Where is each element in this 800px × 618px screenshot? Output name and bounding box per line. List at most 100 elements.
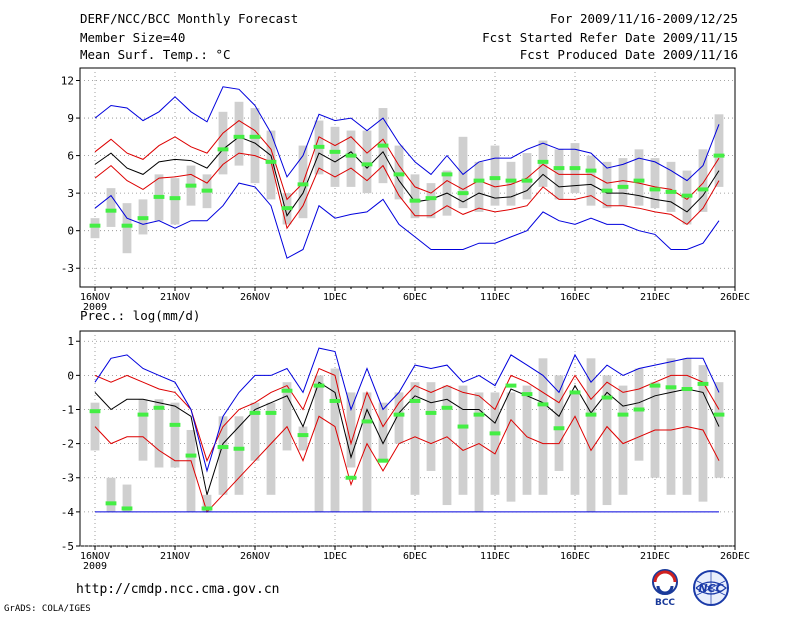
- median-marker: [361, 162, 373, 167]
- ensemble-bar: [602, 161, 612, 209]
- ensemble-bar: [266, 130, 276, 200]
- source-url[interactable]: http://cmdp.ncc.cma.gov.cn: [76, 582, 280, 597]
- median-marker: [409, 198, 421, 203]
- produced-date: Fcst Produced Date 2009/11/16: [519, 47, 738, 62]
- series-line-inner-lower: [94, 152, 720, 230]
- ensemble-bar: [426, 382, 436, 471]
- ensemble-bar: [330, 368, 340, 512]
- ensemble-bar: [346, 130, 356, 187]
- median-marker: [393, 172, 405, 177]
- grads-credit: GrADS: COLA/IGES: [4, 604, 91, 614]
- series-line-mean: [94, 381, 720, 495]
- y-tick-label: 12: [61, 75, 74, 88]
- median-marker: [137, 412, 149, 417]
- median-marker: [281, 206, 293, 211]
- plot-frame: [79, 330, 736, 547]
- y-tick-label: 0: [67, 225, 74, 238]
- ensemble-bar: [154, 399, 164, 468]
- ensemble-bar: [90, 218, 100, 239]
- median-marker: [441, 172, 453, 177]
- ensemble-bar: [106, 477, 116, 512]
- forecast-period: For 2009/11/16-2009/12/25: [549, 11, 738, 26]
- y-tick-label: -3: [61, 262, 74, 275]
- median-marker: [665, 385, 677, 390]
- median-marker: [297, 433, 309, 438]
- median-marker: [617, 184, 629, 189]
- median-marker: [377, 143, 389, 148]
- median-marker: [505, 178, 517, 183]
- median-marker: [169, 422, 181, 427]
- median-marker: [457, 191, 469, 196]
- x-tick-sublabel: 2009: [83, 302, 107, 313]
- ensemble-bar: [554, 375, 564, 471]
- x-tick-label: 21DEC: [640, 551, 670, 562]
- x-tick-label: 21NOV: [160, 551, 190, 562]
- median-marker: [201, 506, 213, 511]
- ensemble-bar: [650, 158, 660, 209]
- y-tick-label: -3: [61, 472, 74, 485]
- x-tick-label: 26NOV: [240, 292, 270, 303]
- median-marker: [569, 390, 581, 395]
- ensemble-bar: [570, 392, 580, 495]
- ensemble-bar: [218, 416, 228, 495]
- series-line-inner-lower: [94, 415, 720, 513]
- median-marker: [153, 194, 165, 199]
- median-marker: [489, 176, 501, 181]
- median-marker: [105, 208, 117, 213]
- median-marker: [633, 407, 645, 412]
- ensemble-bar: [362, 392, 372, 512]
- x-tick-label: 6DEC: [403, 551, 427, 562]
- median-marker: [329, 149, 341, 154]
- ensemble-bar: [106, 188, 116, 227]
- median-marker: [105, 501, 117, 506]
- x-tick-label: 1DEC: [323, 292, 347, 303]
- series-line-outer-upper: [94, 86, 720, 182]
- median-marker: [617, 412, 629, 417]
- median-marker: [393, 412, 405, 417]
- median-marker: [425, 196, 437, 201]
- x-tick-label: 16DEC: [560, 551, 590, 562]
- median-marker: [409, 398, 421, 403]
- median-marker: [281, 388, 293, 393]
- median-marker: [249, 410, 261, 415]
- ensemble-bar: [330, 126, 340, 187]
- median-marker: [681, 193, 693, 198]
- median-marker: [345, 475, 357, 480]
- median-marker: [153, 405, 165, 410]
- ensemble-bar: [506, 161, 516, 206]
- ensemble-bar: [298, 426, 308, 451]
- plot-frame: [79, 67, 736, 288]
- median-marker: [601, 188, 613, 193]
- median-marker: [553, 426, 565, 431]
- ensemble-bar: [410, 382, 420, 495]
- ensemble-bar: [714, 382, 724, 478]
- median-marker: [233, 446, 245, 451]
- ensemble-bar: [202, 494, 212, 512]
- ensemble-bar: [666, 358, 676, 495]
- ensemble-bar: [266, 402, 276, 495]
- median-marker: [265, 410, 277, 415]
- ensemble-bar: [522, 153, 532, 200]
- ensemble-bar: [410, 174, 420, 219]
- bcc-logo: BCC: [652, 569, 678, 608]
- x-tick-label: 26DEC: [720, 551, 750, 562]
- median-marker: [489, 431, 501, 436]
- median-marker: [169, 196, 181, 201]
- ensemble-bar: [442, 385, 452, 506]
- ensemble-bar: [362, 130, 372, 194]
- median-marker: [569, 166, 581, 171]
- y-tick-label: 9: [67, 112, 74, 125]
- ensemble-bar: [122, 203, 132, 254]
- x-tick-label: 16DEC: [560, 292, 590, 303]
- series-line-inner-upper: [94, 367, 720, 463]
- ensemble-bar: [618, 158, 628, 206]
- ensemble-bar: [186, 429, 196, 512]
- median-marker: [425, 410, 437, 415]
- y-tick-label: 1: [67, 335, 74, 348]
- ensemble-bar: [490, 145, 500, 206]
- median-marker: [249, 134, 261, 139]
- ensemble-bar: [698, 149, 708, 212]
- x-tick-label: 21NOV: [160, 292, 190, 303]
- median-marker: [473, 412, 485, 417]
- ensemble-bar: [234, 416, 244, 495]
